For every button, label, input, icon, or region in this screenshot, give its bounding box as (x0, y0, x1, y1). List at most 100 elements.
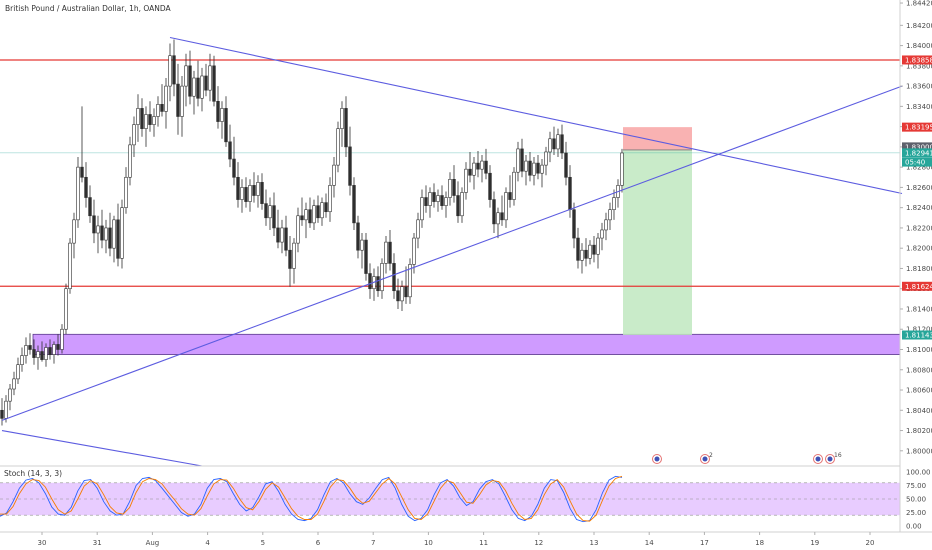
price-tick-label: 1.82200 (906, 224, 932, 232)
candle-body (392, 263, 396, 292)
candle-body (136, 108, 140, 125)
time-tick-label: 7 (371, 539, 375, 547)
candle-body (272, 205, 276, 229)
candle-body (416, 219, 420, 239)
candle-body (544, 151, 548, 166)
price-badge (902, 148, 932, 158)
candle-body (556, 134, 560, 150)
candle-body (452, 179, 456, 196)
candle-body (368, 273, 372, 290)
candle-body (328, 185, 332, 213)
candle-body (168, 55, 172, 87)
candle-body (376, 276, 380, 292)
stoch-tick-label: 75.00 (906, 482, 926, 490)
candle-body (148, 114, 152, 125)
candle-body (80, 166, 84, 178)
candle-body (64, 288, 68, 330)
candle-body (4, 400, 8, 419)
candle-body (564, 152, 568, 178)
candle-body (560, 134, 564, 154)
candle-body (592, 244, 596, 255)
trendline[interactable] (169, 36, 903, 195)
price-tick-label: 1.81000 (906, 346, 932, 354)
candle-body (380, 263, 384, 292)
trendlines[interactable] (1, 36, 903, 467)
candle-body (36, 351, 40, 358)
candle-body (584, 249, 588, 259)
candle-body (532, 162, 536, 176)
candle-body (108, 227, 112, 249)
price-badge-label: 1.83195 (905, 124, 932, 132)
candle-body (24, 345, 28, 356)
event-dot-icon (654, 456, 660, 462)
candle-body (236, 176, 240, 200)
price-tick-label: 1.82600 (906, 184, 932, 192)
time-tick-label: 20 (866, 539, 875, 547)
candle-body (364, 239, 368, 274)
trendline[interactable] (1, 430, 203, 467)
candle-body (308, 209, 312, 224)
price-tick-label: 1.84200 (906, 22, 932, 30)
candle-body (384, 241, 388, 264)
candle-body (164, 85, 168, 112)
symbol-title: British Pound / Australian Dollar, 1h, O… (5, 4, 172, 13)
candle-body (244, 187, 248, 202)
stochastic-pane (0, 475, 900, 523)
candle-body (400, 286, 404, 302)
candle-body (504, 192, 508, 221)
candle-body (608, 209, 612, 221)
event-count: 2 (709, 452, 713, 459)
candle-body (576, 237, 580, 261)
candle-body (516, 148, 520, 173)
short-position-layer[interactable] (623, 127, 692, 336)
price-tick-label: 1.80800 (906, 366, 932, 374)
price-badge (902, 142, 932, 152)
candle-body (304, 209, 308, 221)
candle-body (520, 148, 524, 172)
candle-body (8, 388, 12, 402)
candle-body (356, 222, 360, 251)
candle-body (116, 219, 120, 259)
candle-body (352, 185, 356, 224)
position-target-zone[interactable] (623, 149, 692, 336)
position-stop-zone[interactable] (623, 127, 692, 150)
price-badge (902, 122, 932, 132)
candle-body (260, 182, 264, 204)
time-tick-label: 18 (755, 539, 764, 547)
trendline[interactable] (1, 85, 903, 421)
candle-body (336, 128, 340, 166)
candle-body (32, 349, 36, 358)
candle-body (264, 203, 268, 219)
candle-body (196, 77, 200, 99)
stoch-tick-label: 25.00 (906, 509, 926, 517)
candle-body (96, 225, 100, 234)
candle-body (488, 172, 492, 200)
event-markers[interactable]: 2 16 (652, 452, 842, 464)
time-tick-label: 17 (700, 539, 709, 547)
candle-body (420, 197, 424, 221)
candle-body (412, 237, 416, 265)
candle-body (84, 176, 88, 198)
price-badge (902, 281, 932, 291)
candle-body (512, 171, 516, 200)
candle-body (528, 160, 532, 176)
candle-body (44, 347, 48, 360)
candle-body (188, 65, 192, 97)
candle-body (176, 83, 180, 117)
event-dot-icon (702, 456, 708, 462)
candle-body (28, 345, 32, 350)
candle-body (132, 124, 136, 146)
time-tick-label: 6 (316, 539, 321, 547)
candle-body (292, 242, 296, 269)
candle-body (484, 160, 488, 174)
horizontal-levels[interactable] (0, 59, 900, 287)
stoch-d-line (0, 475, 623, 522)
support-zone[interactable] (32, 333, 901, 355)
price-tick-label: 1.80200 (906, 427, 932, 435)
price-badge-label: 1.82941 (905, 149, 932, 157)
candle-body (144, 114, 148, 129)
candle-body (232, 158, 236, 178)
candle-body (284, 227, 288, 251)
candle-body (0, 409, 4, 419)
